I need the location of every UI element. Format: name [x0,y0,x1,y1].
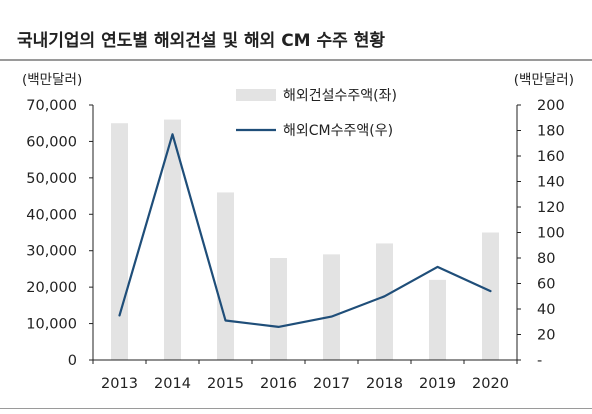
bottom-divider [0,408,592,409]
bar [323,254,340,360]
title-divider [0,59,592,61]
x-tick-label: 2017 [313,376,350,392]
x-tick-label: 2013 [101,376,138,392]
bar [376,243,393,360]
right-tick-label: 100 [537,226,565,242]
right-tick-label: 160 [537,149,565,165]
left-tick-label: 30,000 [26,244,77,260]
bar [270,258,287,360]
cm-line-series [118,133,492,328]
left-tick-label: 10,000 [26,317,77,333]
legend: 해외건설수주액(좌) 해외CM수주액(우) [236,88,397,139]
right-tick-label: 60 [537,277,555,293]
right-tick-label: 140 [537,175,565,191]
left-tick-label: 50,000 [26,171,77,187]
right-tick-label: 40 [537,302,555,318]
x-tick-label: 2020 [472,376,509,392]
x-tick-label: 2018 [366,376,403,392]
chart-title: 국내기업의 연도별 해외건설 및 해외 CM 수주 현황 [17,31,385,51]
bar [482,232,499,360]
axes-layer: 0 10,000 20,000 30,000 40,000 50,000 60,000 70,… [22,72,574,392]
x-tick-label: 2015 [207,376,244,392]
bar [429,279,446,360]
bar [217,192,234,360]
right-tick-label: 180 [537,124,565,140]
right-tick-label: 20 [537,328,555,344]
left-tick-label: 70,000 [26,98,77,114]
line-series-layer [118,133,492,328]
legend-bar-label: 해외건설수주액(좌) [283,88,397,104]
left-tick-label: 40,000 [26,207,77,223]
bar [111,123,128,360]
right-tick-label: 200 [537,98,565,114]
left-tick-label: 60,000 [26,134,77,150]
x-tick-label: 2016 [260,376,297,392]
x-tick-label: 2019 [419,376,456,392]
right-tick-label: 80 [537,251,555,267]
legend-bar-swatch [236,89,276,101]
left-tick-label: 0 [68,353,77,369]
legend-line-label: 해외CM수주액(우) [283,123,393,139]
left-axis-unit: (백만달러) [22,72,82,88]
bar-series-layer [111,119,499,360]
right-axis-unit: (백만달러) [514,72,574,88]
bar [164,119,181,360]
x-tick-label: 2014 [154,376,191,392]
right-tick-label: - [537,353,542,369]
left-tick-label: 20,000 [26,280,77,296]
right-tick-label: 120 [537,200,565,216]
